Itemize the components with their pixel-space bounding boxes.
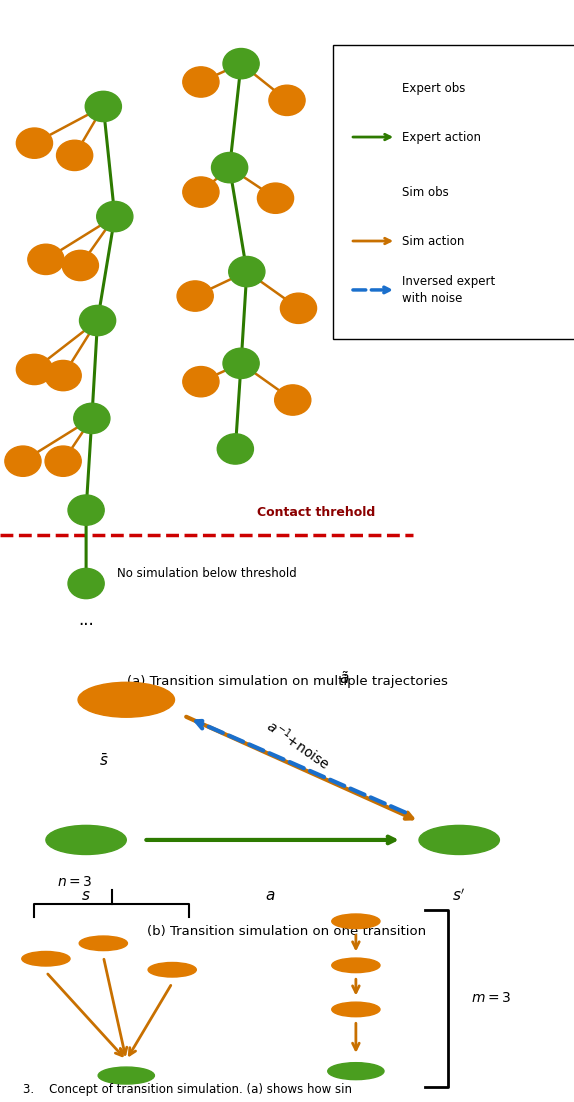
Ellipse shape [183, 67, 219, 97]
Ellipse shape [223, 48, 259, 78]
Ellipse shape [217, 434, 253, 464]
Ellipse shape [45, 360, 82, 391]
Ellipse shape [63, 250, 99, 281]
FancyBboxPatch shape [333, 45, 574, 339]
Text: No simulation below threshold: No simulation below threshold [117, 568, 297, 581]
Ellipse shape [85, 91, 122, 121]
Ellipse shape [79, 305, 116, 336]
Ellipse shape [183, 177, 219, 207]
Ellipse shape [419, 825, 499, 854]
Text: Sim action: Sim action [402, 235, 464, 248]
Text: $s'$: $s'$ [452, 887, 466, 904]
Ellipse shape [78, 682, 174, 717]
Text: 3.    Concept of transition simulation. (a) shows how sin: 3. Concept of transition simulation. (a)… [23, 1083, 352, 1096]
Text: ...: ... [78, 612, 94, 629]
Ellipse shape [45, 446, 82, 476]
Text: $s$: $s$ [82, 887, 91, 903]
Ellipse shape [68, 569, 104, 598]
Text: $\tilde{a}$: $\tilde{a}$ [339, 670, 350, 687]
Ellipse shape [16, 128, 53, 159]
Text: $a^{-1}$+noise: $a^{-1}$+noise [263, 716, 334, 774]
Ellipse shape [274, 385, 311, 415]
Ellipse shape [46, 825, 126, 854]
Ellipse shape [228, 257, 265, 287]
Ellipse shape [280, 293, 317, 323]
Ellipse shape [96, 202, 133, 231]
Text: $\bar{s}$: $\bar{s}$ [99, 753, 108, 769]
Ellipse shape [332, 1002, 380, 1017]
Ellipse shape [332, 958, 380, 973]
Text: (a) Transition simulation on multiple trajectories: (a) Transition simulation on multiple tr… [126, 676, 448, 689]
Text: $n=3$: $n=3$ [57, 875, 92, 888]
Text: $m=3$: $m=3$ [471, 992, 511, 1005]
Ellipse shape [148, 962, 196, 977]
Ellipse shape [56, 140, 93, 171]
Ellipse shape [98, 1067, 154, 1084]
Text: Expert action: Expert action [402, 130, 481, 143]
Ellipse shape [352, 75, 383, 101]
Ellipse shape [68, 495, 104, 526]
Text: Expert obs: Expert obs [402, 82, 465, 95]
Ellipse shape [28, 245, 64, 274]
Ellipse shape [177, 281, 214, 311]
Ellipse shape [223, 348, 259, 378]
Ellipse shape [352, 180, 383, 205]
Ellipse shape [16, 355, 53, 385]
Ellipse shape [183, 367, 219, 397]
Ellipse shape [269, 85, 305, 116]
Ellipse shape [79, 936, 127, 951]
Ellipse shape [5, 446, 41, 476]
Ellipse shape [22, 951, 70, 966]
Text: Inversed expert
with noise: Inversed expert with noise [402, 274, 495, 305]
Ellipse shape [257, 183, 293, 214]
Ellipse shape [212, 152, 248, 183]
Text: (b) Transition simulation on one transition: (b) Transition simulation on one transit… [148, 925, 426, 938]
Text: Sim obs: Sim obs [402, 185, 448, 198]
Ellipse shape [332, 914, 380, 929]
Ellipse shape [328, 1062, 384, 1080]
Ellipse shape [73, 403, 110, 433]
Text: $a$: $a$ [265, 887, 275, 903]
Text: Contact threhold: Contact threhold [257, 506, 375, 519]
